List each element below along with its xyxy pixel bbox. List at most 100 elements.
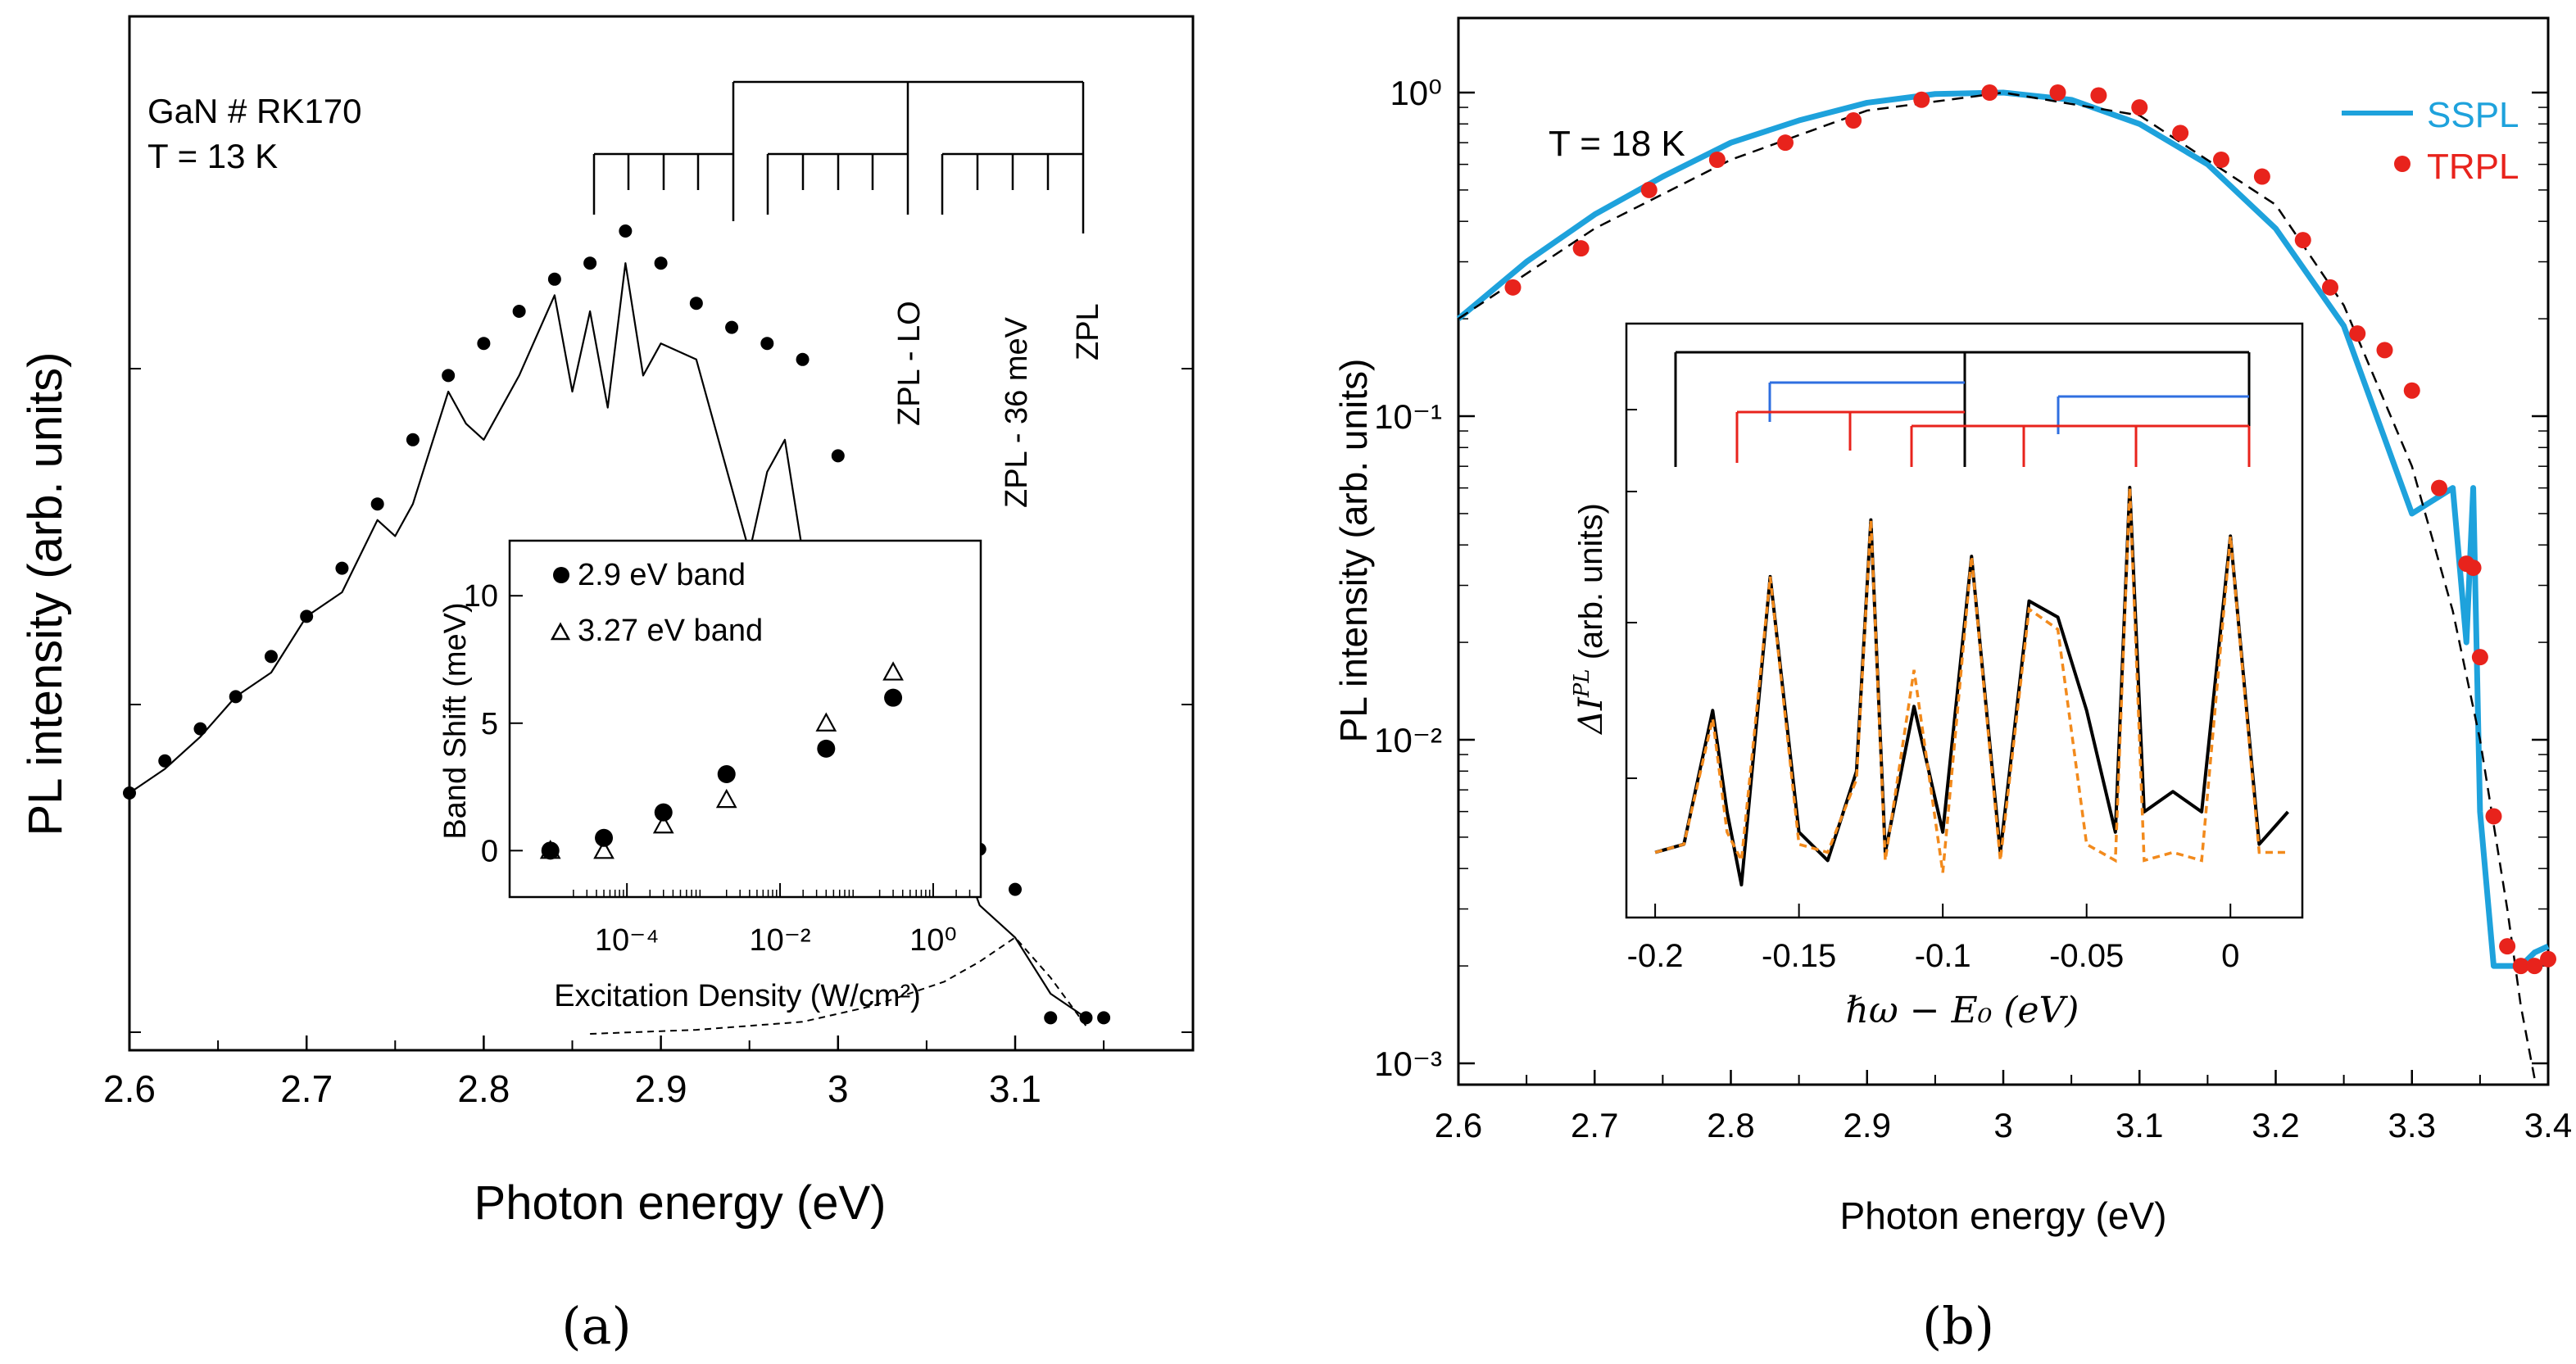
inset-a-y-label: Band Shift (meV) <box>438 602 473 839</box>
y-tick-label-b: 10⁰ <box>1390 74 1442 112</box>
trpl-point <box>1640 181 1658 198</box>
inset-a-point-2p9ev <box>884 688 903 707</box>
x-tick-label-b: 2.6 <box>1435 1106 1482 1144</box>
trpl-point <box>1845 112 1862 129</box>
trpl-point <box>2322 279 2338 296</box>
data-point-a <box>158 754 172 768</box>
data-point-a <box>1009 882 1022 896</box>
legend-marker-3p27ev <box>550 622 571 641</box>
trpl-point <box>2376 342 2393 359</box>
trpl-point <box>1504 279 1522 296</box>
sample-label: GaN # RK170 <box>147 92 361 130</box>
inset-a-point-3p27ev <box>715 788 737 809</box>
trpl-point <box>2540 950 2556 967</box>
x-tick-label-b: 3 <box>1993 1106 2012 1144</box>
x-tick-label-a: 3 <box>828 1067 849 1110</box>
inset-a-point-2p9ev <box>595 828 614 847</box>
inset-a-point-2p9ev <box>654 803 673 822</box>
x-tick-label-b: 3.3 <box>2388 1106 2436 1144</box>
inset-a-point-3p27ev <box>652 813 674 834</box>
inset-b-x-tick-label: -0.2 <box>1627 938 1684 974</box>
data-point-a <box>1079 1011 1093 1025</box>
data-point-a <box>442 369 456 383</box>
data-point-a <box>370 497 384 511</box>
inset-b-y-label-sup: PL <box>1570 668 1594 698</box>
data-point-a <box>406 433 420 446</box>
fit-dashed-line <box>1458 91 2536 1079</box>
trpl-point <box>2253 168 2270 185</box>
y-tick-label-b: 10⁻³ <box>1374 1045 1442 1083</box>
trpl-point <box>2526 958 2543 975</box>
data-point-a <box>831 449 845 463</box>
data-point-a <box>1044 1011 1058 1025</box>
x-tick-label-b: 2.8 <box>1707 1106 1754 1144</box>
panel-b-x-label: Photon energy (eV) <box>1840 1194 2167 1237</box>
data-point-a <box>654 256 668 270</box>
x-tick-label-b: 2.7 <box>1571 1106 1618 1144</box>
x-tick-label-b: 3.2 <box>2252 1106 2299 1144</box>
zpl-lo-label: ZPL - LO <box>892 301 927 426</box>
legend-trpl-label: TRPL <box>2427 147 2519 187</box>
trpl-point <box>2131 99 2148 116</box>
inset-a-point-2p9ev <box>817 739 836 758</box>
data-point-a <box>123 786 136 800</box>
inset-a-point-3p27ev <box>882 661 904 681</box>
data-point-a <box>619 224 633 238</box>
panel-b-series <box>1456 84 2556 1079</box>
trpl-point <box>2090 87 2107 104</box>
inset-b-x-tick-label: -0.05 <box>2049 938 2124 974</box>
inset-b-y-label-rest: (arb. units) <box>1573 503 1609 668</box>
inset-a-x-tick-label: 10⁻⁴ <box>595 923 660 958</box>
zpl-band-dashed-line <box>590 936 1087 1035</box>
trpl-point <box>1708 152 1726 169</box>
temperature-label: T = 13 K <box>147 137 278 175</box>
trpl-point <box>1777 134 1794 152</box>
trpl-point <box>2349 325 2366 342</box>
data-point-a <box>193 722 207 736</box>
temperature-label-b: T = 18 K <box>1549 124 1685 164</box>
data-point-a <box>335 561 349 575</box>
x-tick-label-a: 2.7 <box>280 1067 333 1110</box>
zpl-36mev-label: ZPL - 36 meV <box>1000 316 1034 508</box>
data-point-a <box>760 337 774 351</box>
inset-b-y-label: ΔIPL (arb. units) <box>1570 503 1610 736</box>
inset-a-x-tick-label: 10⁰ <box>909 923 957 958</box>
inset-b-x-tick-label: -0.1 <box>1915 938 1971 974</box>
inset-b-model-line <box>1654 487 2288 873</box>
x-tick-label-a: 3.1 <box>989 1067 1041 1110</box>
inset-a-x-label: Excitation Density (W/cm²) <box>554 979 921 1013</box>
x-tick-label-b: 2.9 <box>1844 1106 1891 1144</box>
inset-a-point-2p9ev <box>541 841 560 860</box>
data-point-a <box>689 297 703 310</box>
data-point-a <box>547 272 561 286</box>
panel-a-y-axis <box>129 368 1193 1033</box>
data-point-a <box>477 337 491 351</box>
legend-label-2p9ev: 2.9 eV band <box>578 558 746 592</box>
inset-b-y-label-main: ΔI <box>1572 696 1610 736</box>
panel-b-y-axis: 10⁻³ 10⁻² 10⁻¹ 10⁰ <box>1374 74 2548 1083</box>
panel-a-caption: (a) <box>561 1296 631 1356</box>
inset-b-x-tick-label: -0.15 <box>1762 938 1836 974</box>
trpl-point <box>2294 232 2311 249</box>
panel-b-y-label: PL intensity (arb. units) <box>1332 359 1375 743</box>
panel-b: 2.6 2.7 2.8 2.9 3 3.1 3.2 3.3 3.4 10⁻³10⁻²10⁻¹10… <box>1332 16 2572 1356</box>
data-point-a <box>300 609 314 623</box>
panel-b-x-axis: 2.6 2.7 2.8 2.9 3 3.1 3.2 3.3 3.4 <box>1435 1070 2572 1144</box>
phonon-replica-brackets <box>592 80 1085 233</box>
panel-a-inset: 10⁻⁴ 10⁻² 10⁰ 0 5 10 2.9 eV band 3.27 eV band… <box>438 539 982 1013</box>
trpl-point <box>2465 560 2482 577</box>
inset-b-x-label: ℏω − E₀ (eV) <box>1846 990 2079 1031</box>
trpl-point <box>2485 808 2502 825</box>
data-point-a <box>725 320 739 334</box>
inset-a-point-3p27ev <box>593 840 615 859</box>
data-point-a <box>583 256 597 270</box>
data-point-a <box>1097 1011 1111 1025</box>
inset-b-x-tick-label: 0 <box>2221 938 2239 974</box>
trpl-point <box>2403 382 2420 399</box>
panel-b-caption: (b) <box>1922 1296 1994 1356</box>
y-tick-label-b: 10⁻¹ <box>1374 397 1442 436</box>
inset-a-axes: 10⁻⁴ 10⁻² 10⁰ 0 5 10 <box>464 579 971 958</box>
data-point-a <box>264 650 278 664</box>
panel-b-inset: -0.2 -0.15 -0.1 -0.05 0 ΔIPL (arb. units) ℏω… <box>1570 322 2304 1031</box>
trpl-point <box>1572 240 1590 257</box>
